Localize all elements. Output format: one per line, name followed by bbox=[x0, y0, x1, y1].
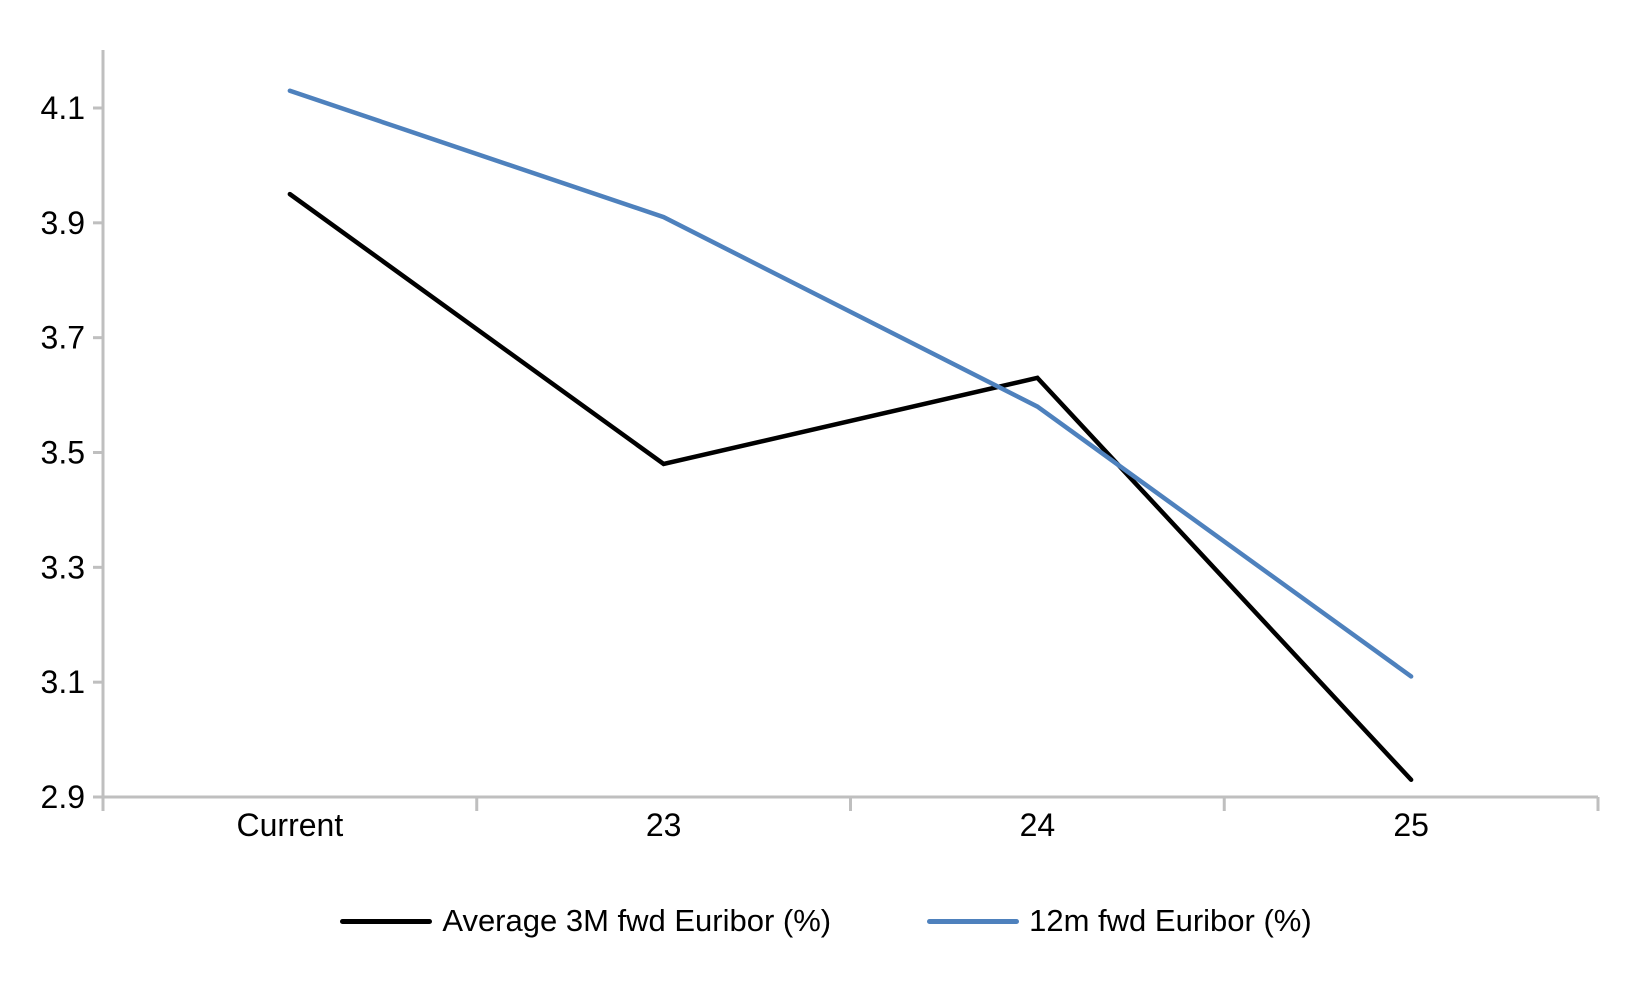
y-tick-label: 2.9 bbox=[41, 779, 85, 815]
series-line-0 bbox=[287, 191, 1414, 783]
legend: Average 3M fwd Euribor (%) 12m fwd Euribo… bbox=[0, 903, 1652, 939]
y-tick-label: 3.3 bbox=[41, 549, 85, 585]
legend-label: 12m fwd Euribor (%) bbox=[1029, 903, 1312, 938]
x-tick-label: 25 bbox=[1393, 807, 1429, 843]
plot-area: 2.9 3.1 3.3 3.5 3.7 3.9 4.1 Current 23 24 25 bbox=[41, 50, 1600, 843]
legend-swatch-line bbox=[927, 918, 1020, 924]
legend-swatch-line bbox=[340, 918, 433, 924]
y-tick-label: 3.5 bbox=[41, 435, 85, 471]
x-tick-label: 24 bbox=[1020, 807, 1056, 843]
legend-label: Average 3M fwd Euribor (%) bbox=[442, 903, 832, 938]
x-tick-label: 23 bbox=[646, 807, 682, 843]
series-line-1 bbox=[287, 88, 1414, 679]
x-tick-label: Current bbox=[237, 807, 344, 843]
y-tick-label: 3.7 bbox=[41, 320, 85, 356]
y-tick-label: 3.1 bbox=[41, 664, 85, 700]
y-tick-label: 4.1 bbox=[41, 90, 85, 126]
legend-item-1: 12m fwd Euribor (%) bbox=[927, 903, 1312, 939]
legend-item-0: Average 3M fwd Euribor (%) bbox=[340, 903, 831, 939]
y-tick-label: 3.9 bbox=[41, 205, 85, 241]
